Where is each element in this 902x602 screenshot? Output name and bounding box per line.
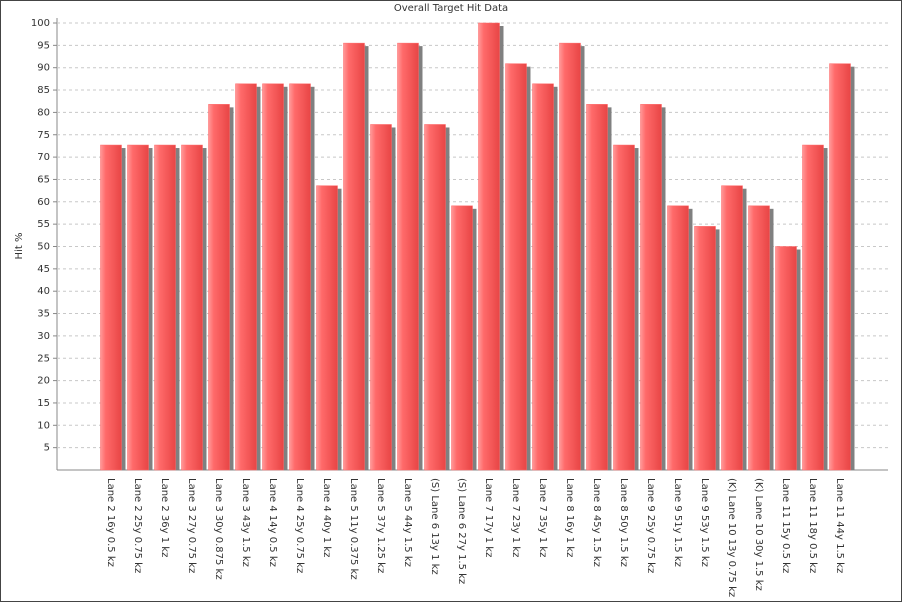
x-tick-label: Lane 5 37y 1.25 kz bbox=[375, 478, 386, 573]
bar bbox=[316, 185, 338, 471]
bar bbox=[343, 42, 365, 471]
bar bbox=[775, 246, 797, 471]
y-tick-label: 65 bbox=[37, 174, 50, 185]
x-tick-label: Lane 5 11y 0.375 kz bbox=[348, 478, 359, 580]
bar bbox=[235, 83, 257, 471]
x-tick-label: Lane 11 44y 1.5 kz bbox=[834, 478, 845, 573]
bar bbox=[478, 22, 500, 471]
x-tick-label: Lane 2 16y 0.5 kz bbox=[105, 478, 116, 567]
x-tick-label: Lane 8 16y 1 kz bbox=[564, 478, 575, 557]
y-axis-label: Hit % bbox=[14, 233, 25, 260]
x-tick-label: (K) Lane 10 30y 1.5 kz bbox=[753, 478, 764, 591]
bar bbox=[100, 144, 122, 471]
x-tick-label: Lane 9 53y 1.5 kz bbox=[699, 478, 710, 567]
bar bbox=[289, 83, 311, 471]
y-tick-label: 5 bbox=[44, 443, 50, 454]
x-tick-label: Lane 3 30y 0.875 kz bbox=[213, 478, 224, 580]
x-tick-label: Lane 4 40y 1 kz bbox=[321, 478, 332, 557]
y-tick-label: 95 bbox=[37, 40, 50, 51]
bar bbox=[613, 144, 635, 471]
x-tick-label: Lane 11 15y 0.5 kz bbox=[780, 478, 791, 573]
bar bbox=[505, 63, 527, 471]
bar bbox=[829, 63, 851, 471]
y-tick-label: 30 bbox=[37, 331, 50, 342]
bar bbox=[262, 83, 284, 471]
bar bbox=[721, 185, 743, 471]
x-tick-label: (K) Lane 10 13y 0.75 kz bbox=[726, 478, 737, 597]
bar bbox=[181, 144, 203, 471]
bar bbox=[694, 226, 716, 471]
x-tick-label: Lane 11 18y 0.5 kz bbox=[807, 478, 818, 573]
x-tick-label: Lane 7 17y 1 kz bbox=[483, 478, 494, 557]
bar bbox=[397, 42, 419, 471]
x-tick-label: Lane 2 25y 0.75 kz bbox=[132, 478, 143, 573]
bar bbox=[667, 205, 689, 471]
y-tick-label: 20 bbox=[37, 376, 50, 387]
x-tick-label: (S) Lane 6 13y 1 kz bbox=[429, 478, 440, 575]
bar bbox=[532, 83, 554, 471]
bar bbox=[424, 124, 446, 471]
bar bbox=[802, 144, 824, 471]
chart-title: Overall Target Hit Data bbox=[394, 3, 508, 14]
x-tick-label: Lane 8 50y 1.5 kz bbox=[618, 478, 629, 567]
y-tick-label: 50 bbox=[37, 242, 50, 253]
bar bbox=[208, 104, 230, 471]
y-tick-label: 100 bbox=[31, 18, 50, 29]
x-tick-label: (S) Lane 6 27y 1.5 kz bbox=[456, 478, 467, 584]
x-tick-label: Lane 7 23y 1 kz bbox=[510, 478, 521, 557]
y-tick-label: 80 bbox=[37, 107, 50, 118]
bar bbox=[586, 104, 608, 471]
y-tick-label: 10 bbox=[37, 420, 50, 431]
y-tick-label: 35 bbox=[37, 309, 50, 320]
y-tick-label: 70 bbox=[37, 152, 50, 163]
y-tick-label: 45 bbox=[37, 264, 50, 275]
bar bbox=[154, 144, 176, 471]
x-tick-label: Lane 8 45y 1.5 kz bbox=[591, 478, 602, 567]
bar bbox=[370, 124, 392, 471]
x-tick-label: Lane 4 25y 0.75 kz bbox=[294, 478, 305, 573]
bar bbox=[127, 144, 149, 471]
y-tick-label: 90 bbox=[37, 63, 50, 74]
x-tick-label: Lane 5 44y 1.5 kz bbox=[402, 478, 413, 567]
y-tick-label: 85 bbox=[37, 85, 50, 96]
y-tick-label: 40 bbox=[37, 286, 50, 297]
bar bbox=[748, 205, 770, 471]
x-tick-label: Lane 9 25y 0.75 kz bbox=[645, 478, 656, 573]
x-tick-label: Lane 9 51y 1.5 kz bbox=[672, 478, 683, 567]
bar bbox=[640, 104, 662, 471]
y-tick-label: 25 bbox=[37, 353, 50, 364]
y-tick-label: 75 bbox=[37, 130, 50, 141]
x-tick-label: Lane 4 14y 0.5 kz bbox=[267, 478, 278, 567]
y-tick-label: 60 bbox=[37, 197, 50, 208]
bar bbox=[559, 42, 581, 471]
y-tick-label: 15 bbox=[37, 398, 50, 409]
x-tick-label: Lane 3 27y 0.75 kz bbox=[186, 478, 197, 573]
bar bbox=[451, 205, 473, 471]
x-tick-label: Lane 2 36y 1 kz bbox=[159, 478, 170, 557]
y-tick-label: 55 bbox=[37, 219, 50, 230]
x-tick-label: Lane 7 35y 1 kz bbox=[537, 478, 548, 557]
x-tick-label: Lane 3 43y 1.5 kz bbox=[240, 478, 251, 567]
